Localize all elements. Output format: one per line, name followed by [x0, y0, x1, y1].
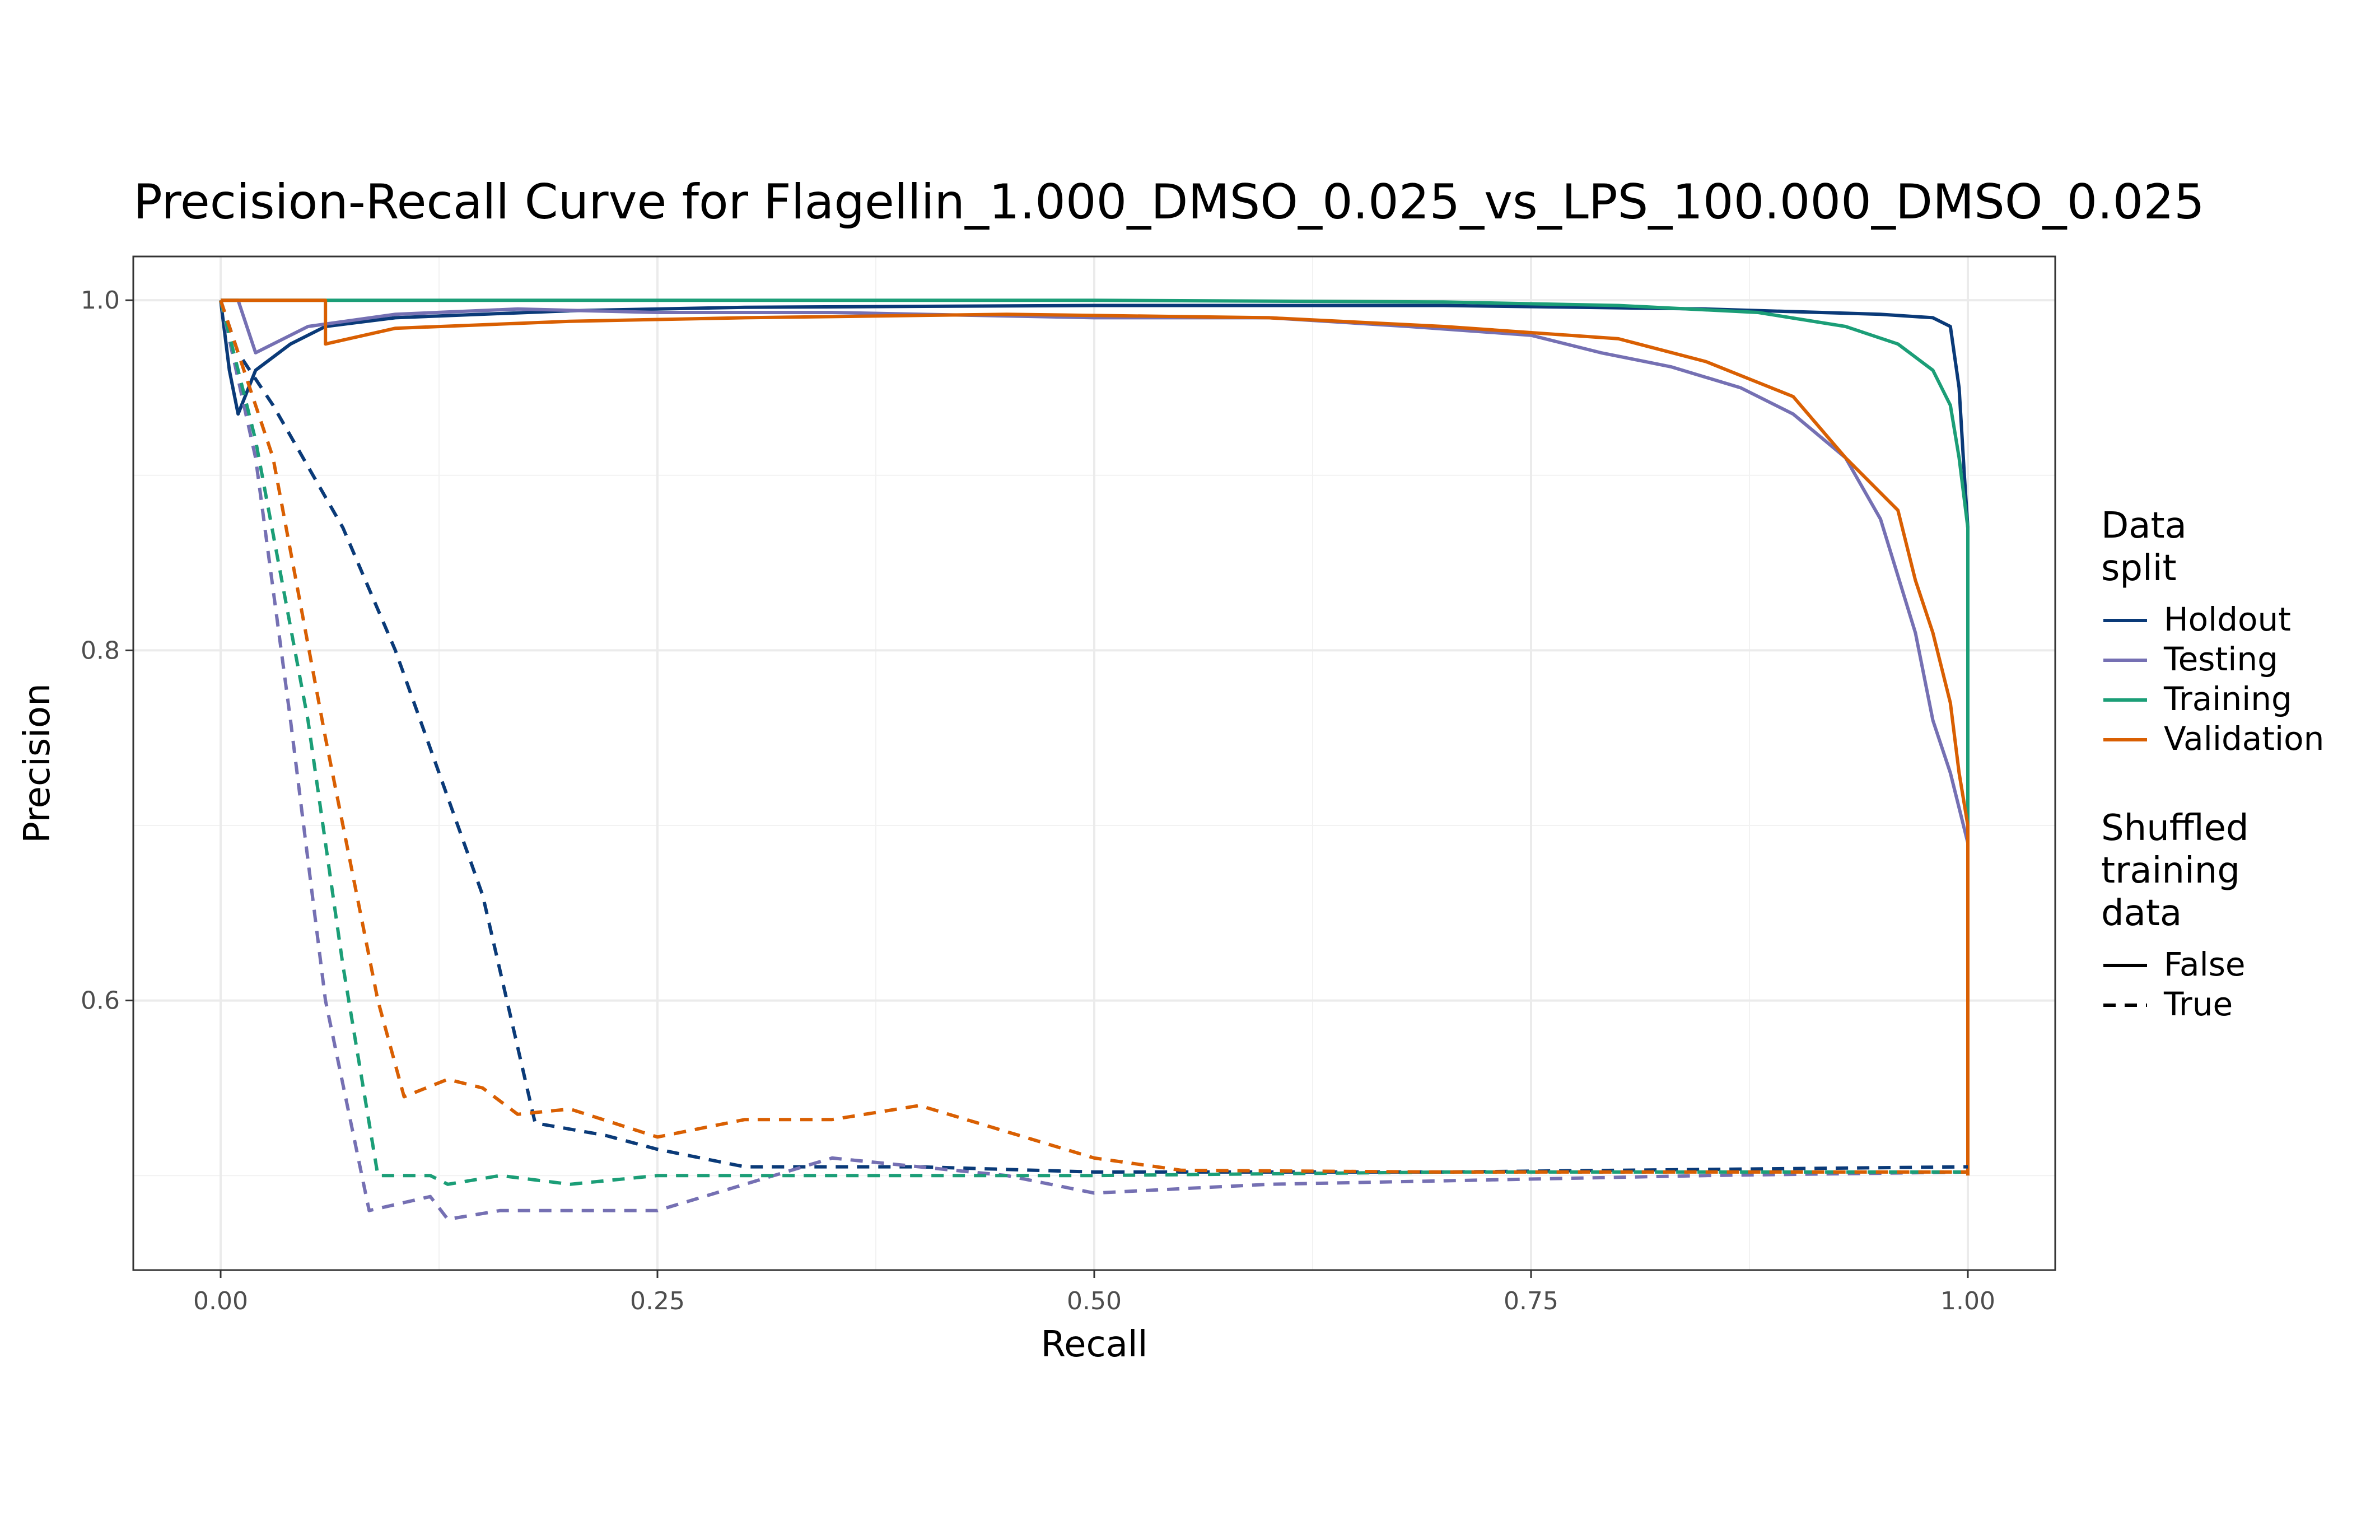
x-tick-label: 0.25 [630, 1287, 685, 1315]
x-tick-label: 0.75 [1504, 1287, 1558, 1315]
x-tick-label: 1.00 [1940, 1287, 1995, 1315]
legend-label-false: False [2164, 945, 2246, 983]
series-line-training-unshuffled [221, 298, 1970, 861]
series-line-holdout-shuffled [219, 300, 1968, 1174]
series-line-testing-unshuffled [221, 298, 1970, 843]
x-axis-label: Recall [1041, 1324, 1148, 1365]
chart-title: Precision-Recall Curve for Flagellin_1.0… [133, 174, 2205, 230]
legend-linetype-title: Shuffled training data [2101, 808, 2249, 934]
series-line-training-shuffled [219, 300, 1968, 1186]
series-line-validation-shuffled [219, 300, 1968, 1174]
series-line-testing-shuffled [219, 300, 1968, 1221]
series-layer [219, 298, 1970, 1221]
plot-panel [132, 255, 2056, 1271]
legend-color-title: Data split [2101, 505, 2187, 589]
legend-label-testing: Testing [2163, 640, 2278, 678]
legend-label-holdout: Holdout [2164, 600, 2291, 638]
y-tick-label: 0.6 [81, 987, 120, 1015]
x-tick-label: 0.50 [1067, 1287, 1122, 1315]
legend-label-training: Training [2163, 680, 2292, 718]
y-axis: 0.6 0.8 1.0 [81, 286, 133, 1015]
legend: Data split HoldoutTestingTrainingValidatio… [2101, 505, 2324, 1023]
y-tick-label: 0.8 [81, 636, 120, 665]
y-axis-label: Precision [17, 683, 58, 843]
x-tick-label: 0.00 [193, 1287, 248, 1315]
x-axis: 0.00 0.25 0.50 0.75 1.00 [193, 1270, 1995, 1315]
legend-label-true: True [2163, 985, 2233, 1023]
y-tick-label: 1.0 [81, 286, 120, 315]
legend-label-validation: Validation [2164, 720, 2324, 758]
series-line-holdout-unshuffled [219, 300, 1970, 825]
series-line-validation-unshuffled [221, 298, 1970, 1176]
